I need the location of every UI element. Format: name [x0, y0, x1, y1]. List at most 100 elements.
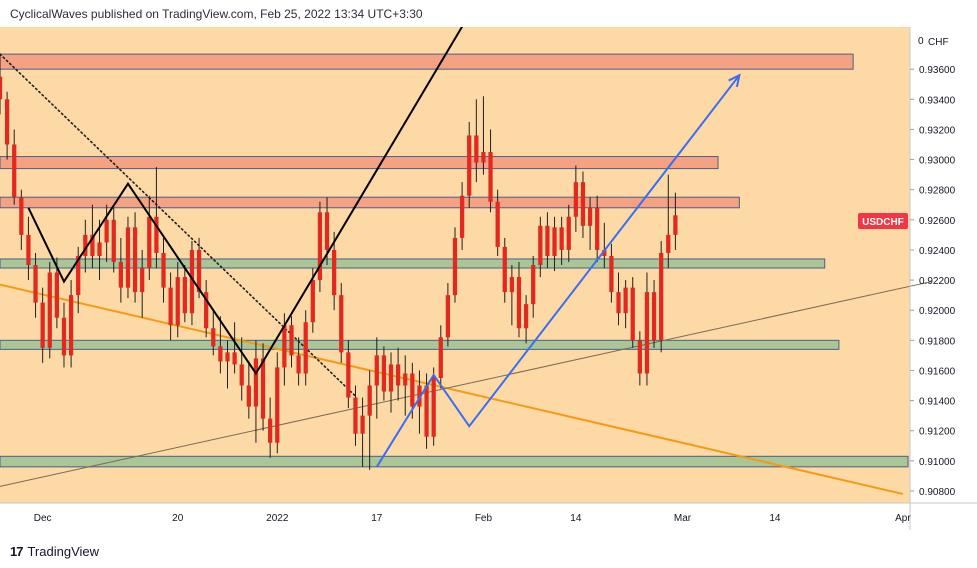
candle — [388, 352, 394, 413]
time-axis[interactable]: Dec 20 2022 17 Feb 14 Mar 14 Apr — [34, 513, 912, 524]
support-zone — [0, 455, 909, 468]
candle-body — [346, 352, 351, 398]
candle — [68, 280, 74, 368]
resistance-zone — [0, 156, 719, 170]
candle — [26, 216, 31, 281]
x-tick-label: 14 — [769, 513, 781, 524]
candle-body — [623, 287, 628, 314]
price-chart[interactable]: 0.90800 0.91000 0.91200 0.91400 0.91600 0.918… — [0, 0, 977, 530]
candle-body — [573, 182, 578, 217]
candle-body — [225, 352, 230, 362]
y-tick-label: 0.91000 — [919, 457, 956, 468]
candle — [83, 219, 88, 273]
candle-body — [559, 227, 564, 250]
candle — [12, 129, 17, 205]
candle-body — [161, 252, 166, 288]
candle-body — [61, 317, 67, 356]
candle — [381, 346, 387, 401]
resistance-zone — [0, 53, 854, 70]
price-axis[interactable]: 0.90800 0.91000 0.91200 0.91400 0.91600 0.918… — [910, 65, 956, 498]
chart-panel[interactable]: 0.90800 0.91000 0.91200 0.91400 0.91600 0.918… — [0, 0, 977, 530]
candle — [580, 171, 586, 238]
candle — [232, 322, 237, 374]
candle-body — [424, 385, 429, 437]
candle-body — [410, 373, 415, 407]
candle — [509, 265, 515, 326]
y-tick-label: 0.92400 — [919, 246, 956, 257]
candle-body — [196, 249, 202, 293]
candle — [275, 352, 280, 454]
trendlines-layer — [0, 53, 932, 495]
x-tick-label: 20 — [172, 513, 184, 524]
candle — [630, 277, 635, 348]
support-zone — [0, 258, 826, 269]
candle — [538, 216, 543, 278]
candle — [61, 302, 67, 368]
candle-body — [168, 287, 173, 326]
candle — [246, 361, 251, 419]
candle — [673, 192, 678, 250]
tradingview-brand: TradingView — [27, 543, 100, 559]
candle-body — [260, 358, 266, 419]
candle-body — [388, 364, 394, 392]
y-tick-label: 0.92000 — [919, 306, 956, 317]
candle — [54, 257, 60, 329]
candle — [118, 237, 123, 303]
candle-body — [97, 242, 102, 256]
candle-body — [111, 219, 116, 262]
candle-body — [395, 364, 401, 386]
candle — [403, 355, 408, 416]
candle-body — [310, 280, 315, 323]
candle-body — [353, 397, 358, 434]
candle — [168, 272, 173, 341]
candle — [659, 240, 664, 353]
candle-body — [154, 216, 159, 253]
symbol-badge[interactable]: USDCHF — [858, 213, 908, 229]
candle — [0, 54, 3, 115]
candle — [239, 337, 244, 401]
candle-body — [602, 249, 607, 256]
candle — [545, 212, 550, 269]
candle-body — [580, 182, 586, 226]
x-tick-label: Dec — [34, 513, 52, 524]
candle-body — [68, 295, 74, 356]
resistance-zone — [0, 196, 740, 209]
y-tick-label: 0.91600 — [919, 366, 956, 377]
candle — [602, 222, 607, 269]
y-tick-label: 0.90800 — [919, 487, 956, 498]
candle-body — [324, 212, 330, 250]
candle-body — [275, 367, 280, 443]
candle-body — [47, 272, 52, 348]
candle — [33, 252, 38, 318]
projection-arrowhead — [728, 73, 741, 88]
y-tick-label: 0.91800 — [919, 336, 956, 347]
candle — [218, 316, 223, 374]
candle — [516, 261, 522, 338]
candle — [502, 237, 507, 303]
candle-body — [40, 302, 45, 348]
candle-body — [317, 212, 323, 281]
wave-path — [27, 0, 480, 376]
candle — [644, 272, 650, 386]
y-tick-label: 0.92200 — [919, 276, 956, 287]
candle — [317, 201, 323, 293]
candle-body — [90, 234, 95, 256]
symbol-badge-label: USDCHF — [862, 217, 904, 228]
x-tick-label: Apr — [895, 513, 911, 524]
candle-body — [566, 216, 571, 250]
candle-body — [538, 225, 543, 265]
candle-body — [0, 76, 3, 100]
y-tick-label: 0.93600 — [919, 65, 956, 76]
candle-body — [509, 277, 515, 293]
candle-body — [666, 234, 671, 253]
x-tick-label: 17 — [371, 513, 383, 524]
candle — [566, 204, 571, 262]
y-tick-label: 0.93000 — [919, 156, 956, 167]
candle — [111, 207, 116, 273]
tradingview-footer[interactable]: 17 TradingView — [10, 541, 99, 561]
candle — [431, 367, 436, 446]
candle — [488, 129, 493, 213]
candle-body — [282, 325, 287, 368]
candle-body — [523, 304, 529, 329]
candle — [76, 246, 81, 314]
